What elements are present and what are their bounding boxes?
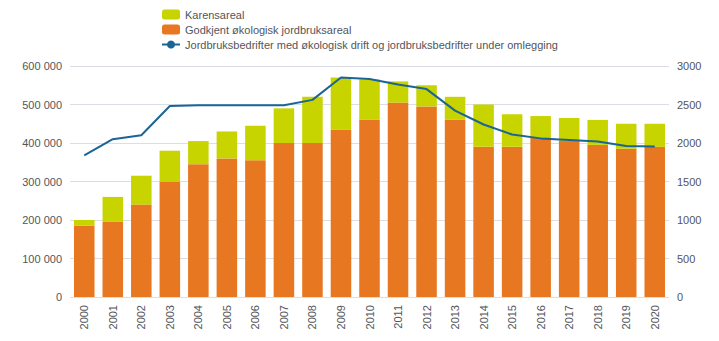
svg-text:500: 500 (677, 253, 695, 265)
svg-text:2500: 2500 (677, 99, 701, 111)
svg-text:0: 0 (677, 291, 683, 303)
svg-text:2017: 2017 (563, 305, 575, 329)
svg-text:300 000: 300 000 (22, 176, 62, 188)
svg-text:2013: 2013 (449, 305, 461, 329)
svg-text:2016: 2016 (535, 305, 547, 329)
svg-text:2014: 2014 (478, 305, 490, 329)
svg-text:2001: 2001 (107, 305, 119, 329)
svg-text:0: 0 (56, 291, 62, 303)
svg-text:2004: 2004 (192, 305, 204, 329)
svg-text:2008: 2008 (306, 305, 318, 329)
svg-text:Godkjent økologisk jordbruksar: Godkjent økologisk jordbruksareal (185, 24, 351, 36)
svg-text:2011: 2011 (392, 305, 404, 329)
svg-text:1000: 1000 (677, 214, 701, 226)
svg-text:2006: 2006 (249, 305, 261, 329)
svg-text:2009: 2009 (335, 305, 347, 329)
svg-text:500 000: 500 000 (22, 99, 62, 111)
svg-text:2002: 2002 (135, 305, 147, 329)
svg-text:200 000: 200 000 (22, 214, 62, 226)
svg-text:Jordbruksbedrifter med økologi: Jordbruksbedrifter med økologisk drift o… (185, 39, 558, 51)
svg-text:2015: 2015 (506, 305, 518, 329)
svg-text:2019: 2019 (620, 305, 632, 329)
svg-text:2012: 2012 (421, 305, 433, 329)
svg-text:2020: 2020 (649, 305, 661, 329)
svg-text:Karensareal: Karensareal (185, 9, 244, 21)
svg-text:600 000: 600 000 (22, 60, 62, 72)
svg-text:2010: 2010 (364, 305, 376, 329)
svg-text:100 000: 100 000 (22, 253, 62, 265)
svg-text:3000: 3000 (677, 60, 701, 72)
svg-text:400 000: 400 000 (22, 137, 62, 149)
svg-text:2005: 2005 (221, 305, 233, 329)
svg-text:2018: 2018 (592, 305, 604, 329)
svg-text:2000: 2000 (677, 137, 701, 149)
svg-text:1500: 1500 (677, 176, 701, 188)
svg-text:2007: 2007 (278, 305, 290, 329)
svg-text:2000: 2000 (78, 305, 90, 329)
svg-text:2003: 2003 (164, 305, 176, 329)
